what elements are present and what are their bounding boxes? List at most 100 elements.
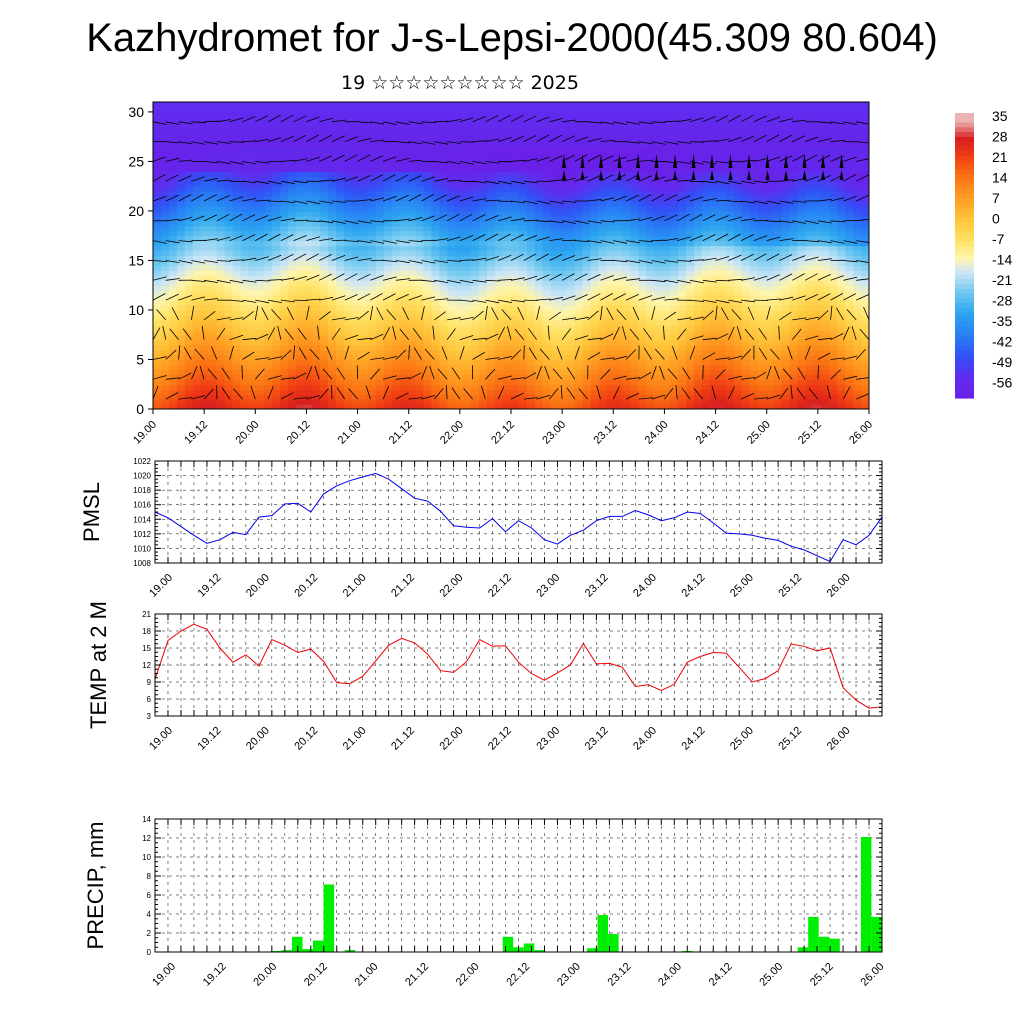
temperature-cell (574, 196, 584, 202)
temperature-cell (471, 181, 480, 187)
temperature-cell (781, 319, 791, 326)
temperature-cell (431, 255, 440, 262)
temperature-cell (256, 344, 265, 351)
temperature-cell (248, 201, 258, 207)
temperature-cell (495, 275, 504, 281)
temperature-cell (296, 369, 305, 375)
temperature-cell (280, 225, 289, 232)
temperature-cell (487, 166, 496, 172)
temperature-cell (208, 171, 218, 177)
temperature-cell (662, 151, 671, 158)
temperature-cell (256, 240, 265, 247)
temperature-cell (622, 136, 631, 143)
temperature-cell (232, 260, 242, 267)
temperature-cell (224, 280, 234, 286)
temperature-cell (343, 111, 353, 118)
temperature-cell (407, 102, 417, 108)
temperature-cell (550, 329, 560, 336)
temperature-cell (725, 324, 735, 331)
temperature-cell (447, 151, 456, 158)
temperature-cell (272, 225, 281, 232)
temperature-cell (717, 196, 727, 202)
temperature-cell (765, 191, 775, 197)
temperature-cell (232, 131, 242, 138)
temperature-cell (168, 265, 178, 271)
temperature-cell (184, 220, 194, 227)
temperature-cell (566, 235, 576, 242)
temperature-cell (272, 314, 281, 321)
temperature-cell (582, 225, 592, 232)
temperature-cell (272, 295, 281, 301)
temperature-cell (367, 206, 377, 212)
temperature-cell (375, 235, 385, 242)
temperature-cell (487, 136, 496, 143)
temperature-cell (717, 250, 727, 257)
temperature-cell (439, 305, 448, 311)
temperature-cell (176, 339, 186, 346)
temperature-cell (765, 310, 775, 316)
temperature-cell (574, 310, 584, 316)
temperature-cell (614, 270, 623, 276)
temperature-cell (272, 156, 281, 163)
temperature-cell (709, 310, 719, 316)
temperature-cell (757, 364, 767, 370)
temperature-cell (320, 334, 329, 341)
temperature-cell (407, 374, 417, 380)
temperature-cell (375, 285, 385, 291)
temperature-cell (463, 176, 472, 182)
temperature-cell (288, 280, 297, 286)
temperature-cell (534, 260, 544, 267)
temperature-cell (534, 285, 544, 291)
temperature-cell (646, 285, 655, 291)
temperature-cell (264, 146, 273, 153)
temperature-cell (638, 131, 647, 138)
temperature-cell (383, 270, 393, 276)
temperature-cell (184, 240, 194, 247)
temperature-cell (686, 364, 695, 370)
temperature-cell (511, 230, 520, 237)
temperature-cell (232, 319, 242, 326)
temperature-cell (439, 225, 448, 232)
temperature-cell (240, 210, 250, 217)
temperature-cell (336, 206, 345, 212)
temperature-cell (431, 141, 440, 148)
temperature-cell (646, 166, 655, 172)
temperature-cell (423, 280, 433, 286)
temperature-cell (622, 171, 631, 177)
temperature-cell (272, 210, 281, 217)
temperature-cell (503, 230, 512, 237)
temperature-cell (701, 389, 711, 395)
temperature-cell (741, 210, 751, 217)
temperature-cell (701, 295, 711, 301)
temperature-cell (415, 245, 425, 252)
temperature-cell (399, 215, 409, 222)
temperature-cell (686, 305, 695, 311)
temperature-cell (741, 359, 751, 366)
temperature-cell (630, 389, 639, 395)
temperature-cell (773, 290, 783, 296)
temperature-cell (304, 186, 313, 192)
temperature-cell (694, 339, 703, 346)
temperature-cell (192, 369, 202, 375)
temperature-cell (383, 374, 393, 380)
temperature-cell (328, 250, 337, 257)
temperature-cell (519, 245, 528, 252)
temperature-cell (519, 364, 528, 370)
temperature-cell (646, 295, 655, 301)
temperature-cell (320, 176, 329, 182)
temperature-cell (439, 240, 448, 247)
temperature-cell (161, 206, 170, 212)
temperature-cell (479, 107, 488, 113)
temperature-cell (662, 275, 671, 281)
temperature-cell (503, 270, 512, 276)
temperature-cell (161, 255, 170, 262)
temperature-cell (526, 344, 536, 351)
temperature-cell (256, 364, 265, 370)
temperature-cell (503, 300, 512, 306)
temperature-cell (606, 354, 616, 361)
temperature-cell (351, 384, 361, 390)
temperature-cell (328, 324, 337, 331)
temperature-cell (161, 275, 170, 281)
temperature-cell (741, 285, 751, 291)
